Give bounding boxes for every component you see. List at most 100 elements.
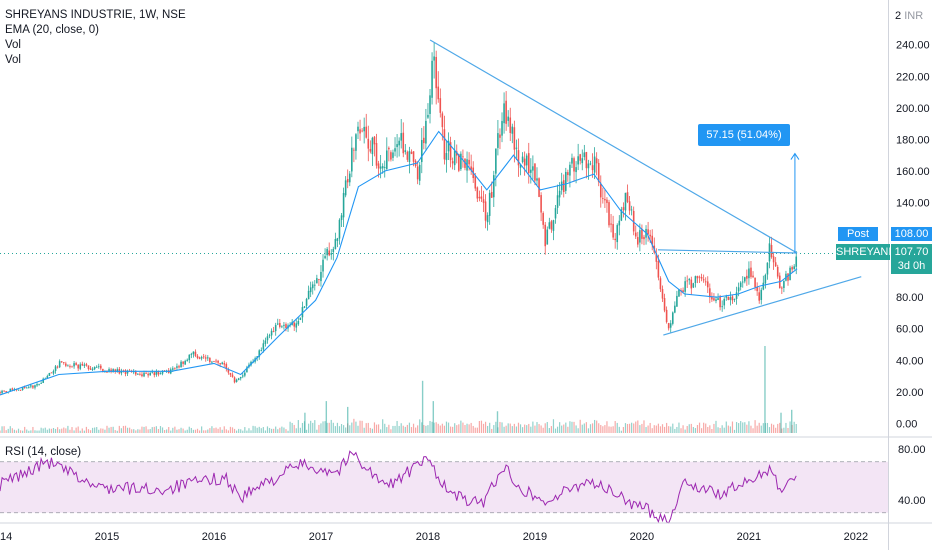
candle-body (445, 153, 448, 161)
volume-bar (73, 430, 75, 433)
candle-body (408, 150, 411, 163)
candle-body (634, 232, 637, 237)
volume-bar (52, 427, 55, 433)
vol-legend-1: Vol (5, 39, 21, 51)
x-tick-label: 2016 (202, 531, 226, 543)
volume-bar (270, 428, 273, 433)
candle-body (95, 366, 98, 368)
volume-bar (653, 425, 655, 433)
volume-bar (540, 425, 542, 433)
candle-body (488, 192, 491, 216)
candle-body (760, 289, 763, 300)
candle-body (328, 250, 330, 256)
candle-body (552, 220, 555, 231)
y-tick-label: 220.00 (896, 71, 930, 83)
candle-body (73, 363, 75, 367)
candle-body (624, 192, 627, 211)
candle-body (476, 187, 479, 199)
candle-body (28, 386, 30, 388)
candle-body (744, 277, 746, 282)
volume-bar (219, 427, 221, 433)
volume-bar (275, 426, 277, 433)
volume-bar (688, 424, 690, 433)
volume-bar (684, 429, 686, 433)
volume-bar (322, 421, 324, 433)
candle-body (108, 369, 110, 372)
candle-body (573, 158, 575, 172)
candle-body (143, 372, 145, 377)
volume-bar (713, 423, 715, 433)
volume-bar (443, 425, 446, 433)
volume-bar (415, 427, 417, 433)
volume-bar (781, 428, 783, 433)
candle-body (355, 134, 357, 151)
candle-body (431, 60, 433, 98)
volume-bar (608, 426, 610, 433)
volume-bar (458, 424, 460, 433)
volume-bar (225, 429, 227, 433)
candle-body (371, 137, 374, 155)
volume-bar (240, 429, 242, 433)
trendlines[interactable] (429, 39, 862, 336)
volume-spike (325, 401, 328, 433)
volume-bar (357, 425, 359, 433)
volume-bar (32, 426, 34, 433)
candle-body (741, 281, 744, 283)
candle-body (651, 235, 654, 245)
candle-body (416, 166, 419, 180)
candle-body (606, 199, 608, 204)
volume-bar (727, 425, 729, 433)
candle-body (246, 367, 248, 373)
volume-bar (725, 421, 727, 433)
candle-body (575, 167, 577, 173)
candle-body (69, 366, 71, 367)
volume-bar (707, 426, 709, 433)
volume-bar (328, 422, 330, 433)
volume-bar (198, 430, 201, 433)
volume-bar (682, 425, 684, 433)
candle-body (147, 373, 149, 376)
volume-bar (402, 425, 404, 433)
candle-body (196, 355, 199, 359)
x-tick-label: 2014 (0, 531, 12, 543)
bar-countdown: 3d 0h (897, 260, 926, 272)
candle-body (470, 166, 472, 170)
measure-label[interactable]: 57.15 (51.04%) 1143 (698, 124, 790, 163)
candle-body (174, 367, 176, 369)
candle-body (521, 156, 524, 163)
volume-bar (250, 430, 252, 433)
candle-body (443, 129, 446, 160)
volume-bar (554, 428, 557, 433)
volume-bar (22, 430, 24, 433)
candle-body (342, 193, 345, 218)
volume-bar (244, 427, 246, 433)
chart-legend: SHREYANS INDUSTRIE, 1W, NSE EMA (20, clo… (5, 8, 186, 68)
volume-bar (190, 427, 192, 433)
candle-body (307, 290, 310, 300)
candle-body (441, 113, 444, 128)
volume-bar (404, 426, 406, 433)
candle-body (497, 133, 499, 148)
candle-body (620, 209, 623, 221)
candle-body (34, 385, 36, 388)
trendline (663, 276, 862, 336)
volume-bar (756, 425, 758, 433)
volume-bar (345, 427, 347, 433)
candle-body (340, 215, 343, 220)
candle-body (324, 256, 326, 259)
candle-body (560, 181, 563, 191)
volume-bar (334, 426, 336, 433)
volume-bar (308, 423, 310, 433)
volume-bar (423, 424, 425, 433)
volume-bar (359, 420, 361, 433)
candle-body (219, 363, 221, 365)
candle-body (427, 114, 429, 118)
candle-body (313, 284, 316, 286)
candle-body (334, 239, 337, 249)
volume-bar (672, 423, 674, 433)
rsi-legend: RSI (14, close) (5, 446, 82, 458)
volume-bar (137, 429, 139, 433)
candle-body (188, 354, 191, 361)
volume-bar (581, 424, 583, 433)
